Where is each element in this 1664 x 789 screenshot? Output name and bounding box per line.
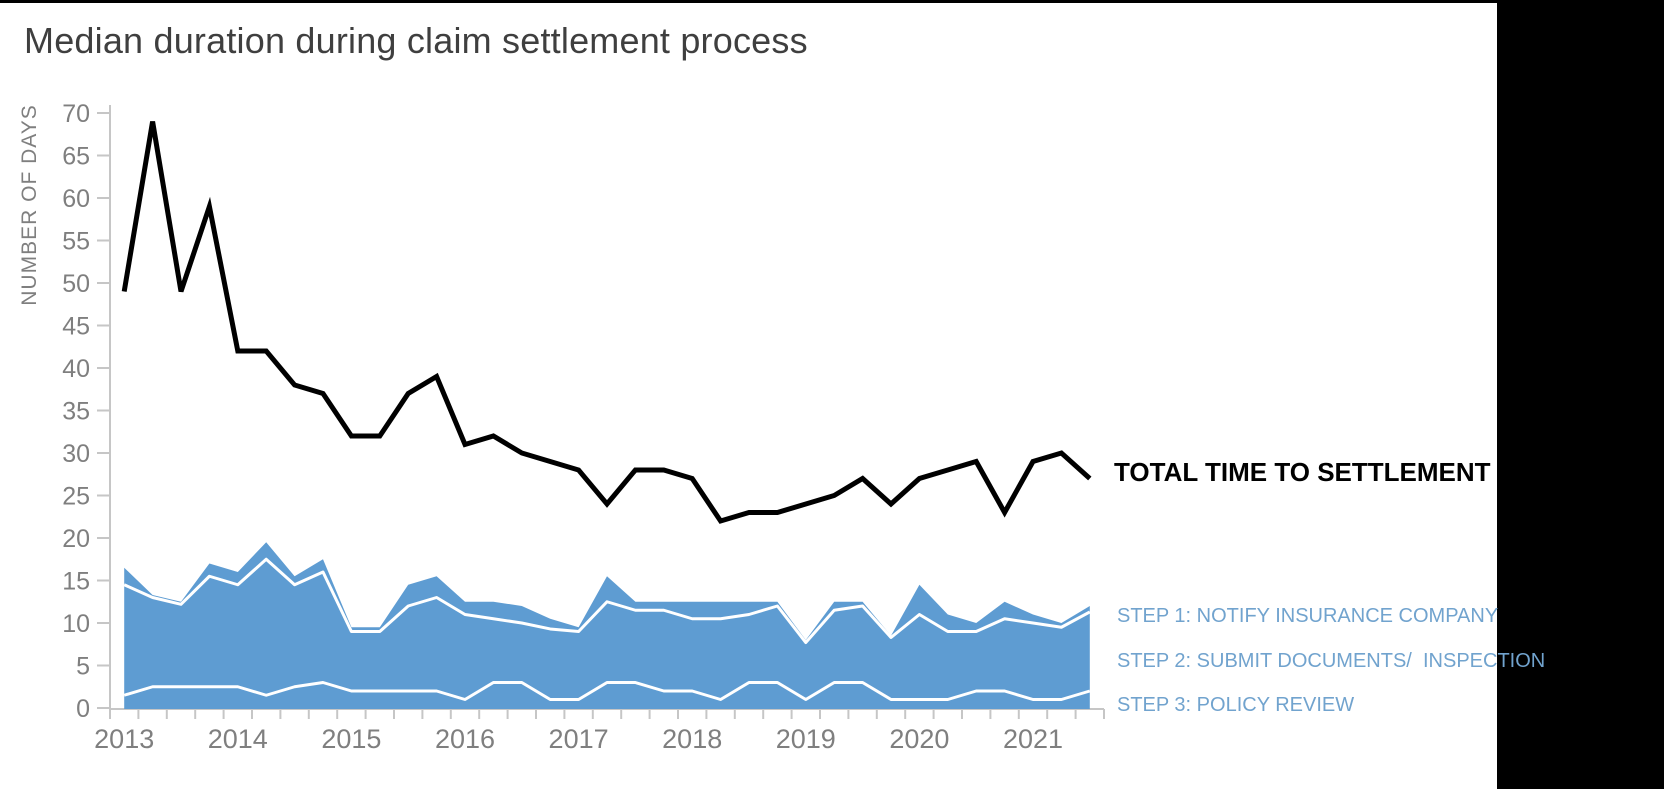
y-tick-label: 15 [62,568,90,596]
x-tick-label: 2016 [435,724,495,754]
y-tick-label: 30 [62,440,90,468]
y-tick-label: 20 [62,525,90,553]
y-tick-label: 65 [62,143,90,171]
y-tick-label: 0 [76,695,90,723]
legend-step3-label: STEP 3: POLICY REVIEW [1117,694,1355,716]
x-tick-label: 2021 [1003,724,1063,754]
chart-title: Median duration during claim settlement … [24,20,808,61]
right-black-band [1497,0,1664,789]
x-tick-label: 2013 [94,724,154,754]
legend-step1-label: STEP 1: NOTIFY INSURANCE COMPANY [1117,605,1499,627]
total-time-line [121,121,1092,524]
y-tick-label: 35 [62,398,90,426]
x-tick-label: 2019 [776,724,836,754]
top-black-edge [0,0,1664,3]
y-tick-label: 70 [62,100,90,128]
x-tick-label: 2014 [208,724,268,754]
y-tick-label: 45 [62,313,90,341]
legend-step2-label: STEP 2: SUBMIT DOCUMENTS/ INSPECTION [1117,650,1546,672]
y-axis-title: NUMBER OF DAYS [18,104,41,305]
y-tick-label: 50 [62,270,90,298]
x-tick-label: 2015 [321,724,381,754]
legend-total-time-label: TOTAL TIME TO SETTLEMENT [1114,457,1491,487]
axes: 0 5 10 15 20 25 30 35 40 45 50 55 60 65 70 2013 2014 2015… [62,100,1105,754]
y-tick-label: 55 [62,228,90,256]
y-tick-label: 10 [62,610,90,638]
separator-step2-step3 [123,681,1091,701]
separator-step1-step2 [123,557,1091,645]
x-tick-label: 2018 [662,724,722,754]
y-tick-label: 60 [62,185,90,213]
y-tick-label: 25 [62,483,90,511]
y-tick-label: 40 [62,355,90,383]
x-tick-label: 2017 [549,724,609,754]
y-tick-label: 5 [76,653,90,681]
stacked-area-steps [124,542,1090,709]
x-tick-label: 2020 [889,724,949,754]
